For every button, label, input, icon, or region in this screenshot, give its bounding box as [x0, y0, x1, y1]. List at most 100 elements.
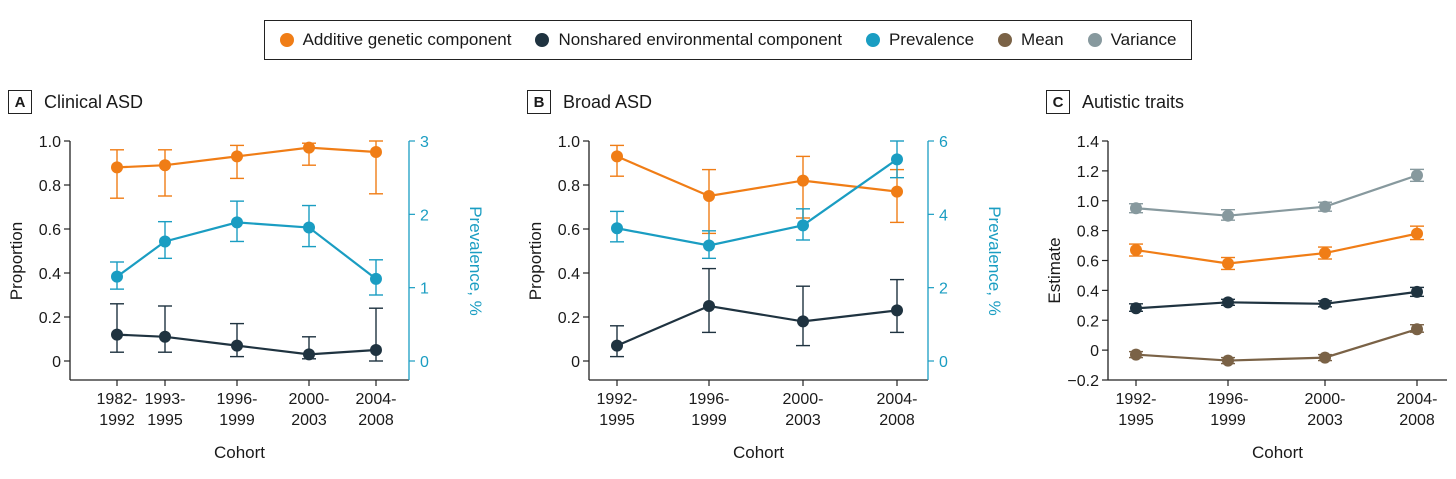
data-point [159, 235, 171, 248]
chart-b: 0 0.2 0.4 0.6 0.8 1.0 0 2 4 6 Prevalence, % Proport… [526, 134, 1004, 462]
x-tick-label: 1982- [97, 391, 138, 408]
chart-a: 0 0.2 0.4 0.6 0.8 1.0 0 1 2 3 Prevalence, % Proport… [7, 134, 485, 462]
x-axis-label: Cohort [1252, 443, 1303, 462]
x-tick-label: 2000- [1305, 391, 1346, 408]
series-line [116, 221, 377, 280]
legend-swatch [279, 33, 294, 47]
y-tick-label: 0.4 [1077, 283, 1099, 300]
series-line [1135, 174, 1418, 217]
x-tick-label: 1993- [145, 391, 186, 408]
x-tick-label: 2004- [356, 391, 397, 408]
legend-swatch [535, 33, 550, 47]
series-prevalence [110, 200, 383, 296]
data-point [1130, 202, 1142, 215]
y-tick-label: 1.0 [558, 134, 580, 151]
y-axis-label: Proportion [526, 222, 545, 300]
x-tick-label: 2000- [783, 391, 824, 408]
panel-a-title: Clinical ASD [44, 91, 144, 112]
y-tick-label: 1.2 [1077, 164, 1099, 181]
series-variance [1129, 168, 1424, 222]
data-point [1222, 257, 1234, 270]
y-tick-label: −0.2 [1067, 373, 1099, 390]
data-point [111, 328, 123, 341]
y2-axis-label: Prevalence, % [985, 206, 1004, 316]
data-point [891, 153, 903, 166]
x-tick-label: 2008 [358, 412, 394, 429]
data-point [231, 216, 243, 229]
data-point [1222, 296, 1234, 309]
x-tick-label: 1996- [217, 391, 258, 408]
x-tick-label: 2004- [1397, 391, 1438, 408]
data-point [1411, 323, 1423, 336]
y-tick-label: 0.6 [558, 222, 580, 239]
series-nonshared-environmental-component [610, 267, 904, 358]
x-tick-label: 1999 [691, 412, 727, 429]
legend-label: Variance [1110, 30, 1177, 49]
legend-item-nonshared-environmental: Nonshared environmental component [535, 30, 842, 50]
y2-tick-label: 0 [420, 354, 429, 371]
series-additive-genetic-component [610, 144, 904, 235]
y-tick-label: 1.0 [1077, 194, 1099, 211]
y2-tick-label: 3 [420, 134, 429, 151]
panel-c-letter: C [1046, 90, 1070, 114]
panel-a-header: A Clinical ASD [8, 90, 143, 114]
legend-swatch [865, 33, 880, 47]
data-point [111, 270, 123, 283]
data-point [370, 272, 382, 285]
y-axis-label: Proportion [7, 222, 26, 300]
y-tick-label: 0 [52, 354, 61, 371]
x-tick-label: 1995 [147, 412, 183, 429]
data-point [370, 146, 382, 158]
x-tick-label: 1992- [1116, 391, 1157, 408]
x-tick-label: 2008 [879, 412, 915, 429]
y2-tick-label: 4 [939, 207, 948, 224]
data-point [1411, 227, 1423, 240]
x-tick-label: 1992 [99, 412, 135, 429]
data-point [1319, 247, 1331, 260]
x-tick-label: 1996- [689, 391, 730, 408]
series-line [116, 146, 377, 169]
data-point [703, 239, 715, 252]
data-point [797, 174, 809, 187]
legend-label: Prevalence [888, 30, 975, 49]
data-point [231, 339, 243, 352]
data-point [1411, 285, 1423, 298]
y2-tick-label: 6 [939, 134, 948, 151]
y2-tick-label: 2 [939, 281, 948, 298]
x-tick-label: 2000- [289, 391, 330, 408]
data-point [703, 300, 715, 312]
x-tick-label: 2003 [291, 412, 327, 429]
y-tick-label: 0.2 [39, 310, 61, 327]
legend-item-additive-genetic: Additive genetic component [279, 30, 512, 50]
data-point [303, 348, 315, 361]
x-tick-label: 1992- [597, 391, 638, 408]
y2-axis-label: Prevalence, % [466, 206, 485, 316]
series-line [616, 304, 898, 347]
data-point [111, 161, 123, 174]
series-line [1135, 232, 1418, 265]
panel-a-letter: A [8, 90, 32, 114]
data-point [703, 190, 715, 202]
legend-item-prevalence: Prevalence [865, 30, 975, 50]
series-prevalence [610, 140, 904, 260]
x-tick-label: 1999 [219, 412, 255, 429]
data-point [1411, 169, 1423, 182]
series-line [1135, 328, 1418, 362]
panel-b-letter: B [527, 90, 551, 114]
data-point [159, 330, 171, 343]
x-tick-label: 2003 [1307, 412, 1343, 429]
data-point [611, 150, 623, 163]
data-point [370, 344, 382, 356]
x-axis-label: Cohort [733, 443, 784, 462]
y-tick-label: 0.4 [558, 266, 580, 283]
legend-label: Mean [1021, 30, 1064, 49]
x-tick-label: 2003 [785, 412, 821, 429]
legend-label: Additive genetic component [302, 30, 512, 49]
data-point [611, 222, 623, 235]
data-point [611, 339, 623, 352]
data-point [303, 221, 315, 234]
x-tick-label: 2008 [1399, 412, 1435, 429]
y-tick-label: 0.2 [1077, 313, 1099, 330]
data-point [1319, 351, 1331, 364]
series-mean [1129, 323, 1424, 367]
